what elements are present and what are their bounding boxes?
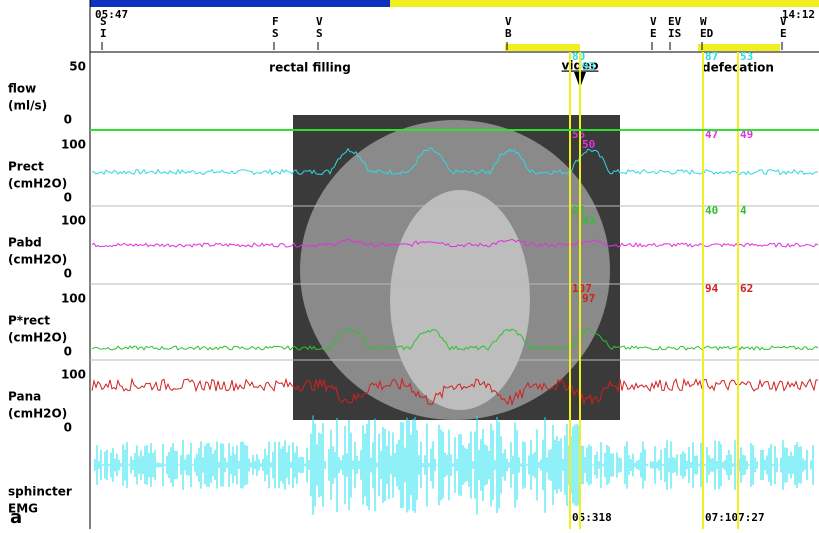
channel-unit: (cmH2O) — [8, 253, 67, 267]
time-bar — [90, 0, 390, 7]
end-time: 14:12 — [782, 8, 815, 21]
reading: 40 — [705, 204, 718, 217]
video-image — [390, 190, 530, 410]
time-label: 07:107:27 — [705, 511, 765, 524]
scale-min: 0 — [64, 113, 72, 127]
channel-unit: (ml/s) — [8, 99, 47, 113]
time-label: 05:318 — [572, 511, 612, 524]
event-label: E — [780, 27, 787, 40]
channel-unit: (cmH2O) — [8, 177, 67, 191]
reading: 94 — [705, 282, 719, 295]
event-label: IS — [668, 27, 681, 40]
time-bar — [390, 0, 819, 7]
scale-max: 100 — [61, 138, 86, 152]
scale-min: 0 — [64, 345, 72, 359]
event-label: B — [505, 27, 512, 40]
channel-label: Pana — [8, 390, 41, 404]
scale-max: 50 — [69, 60, 86, 74]
scale-min: 0 — [64, 191, 72, 205]
reading: 43 — [582, 214, 595, 227]
scale-max: 100 — [61, 292, 86, 306]
channel-unit: (cmH2O) — [8, 331, 67, 345]
reading: 97 — [582, 292, 595, 305]
channel-label: Prect — [8, 160, 44, 174]
scale-min: 0 — [64, 421, 72, 435]
channel-label: Pabd — [8, 236, 42, 250]
event-label: E — [650, 27, 657, 40]
event-label: I — [100, 27, 107, 40]
event-label: ED — [700, 27, 714, 40]
reading: 93 — [582, 60, 595, 73]
reading: 53 — [740, 50, 753, 63]
annotation: rectal filling — [269, 61, 351, 75]
recording: 05:47 14:12 rectal filling video defecat… — [0, 0, 819, 529]
event-bar — [505, 44, 580, 51]
scale-min: 0 — [64, 267, 72, 281]
scale-max: 100 — [61, 214, 86, 228]
channel-unit: EMG — [8, 502, 38, 516]
channel-label: P*rect — [8, 314, 50, 328]
channel-label: flow — [8, 82, 36, 96]
reading: 4 — [740, 204, 747, 217]
channel-label: sphincter — [8, 485, 72, 499]
event-label: S — [272, 27, 279, 40]
channel-unit: (cmH2O) — [8, 407, 67, 421]
event-label: S — [316, 27, 323, 40]
reading: 62 — [740, 282, 753, 295]
scale-max: 100 — [61, 368, 86, 382]
reading: 87 — [705, 50, 718, 63]
